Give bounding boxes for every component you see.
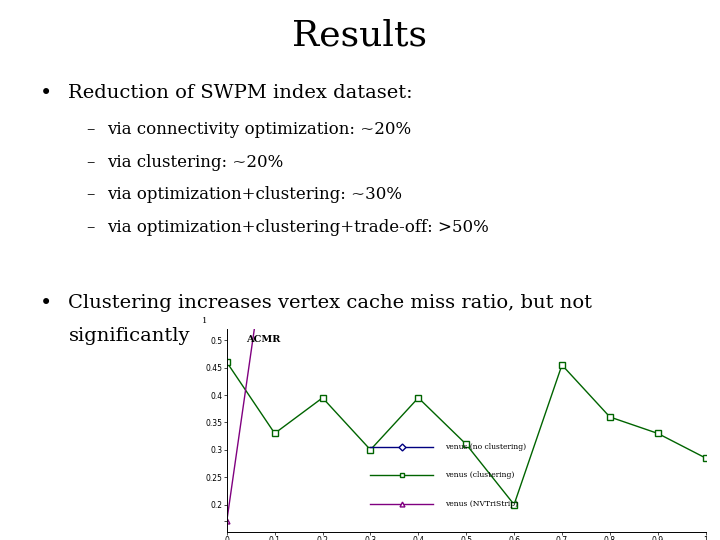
Text: Reduction of SWPM index dataset:: Reduction of SWPM index dataset:: [68, 84, 413, 102]
Text: –: –: [86, 154, 95, 171]
Text: –: –: [86, 122, 95, 138]
Text: via clustering: ~20%: via clustering: ~20%: [107, 154, 283, 171]
Text: Clustering increases vertex cache miss ratio, but not: Clustering increases vertex cache miss r…: [68, 294, 593, 312]
Text: ACMR: ACMR: [246, 335, 280, 345]
Text: Results: Results: [292, 19, 428, 53]
Text: via connectivity optimization: ~20%: via connectivity optimization: ~20%: [107, 122, 410, 138]
Text: via optimization+clustering+trade-off: >50%: via optimization+clustering+trade-off: >…: [107, 219, 488, 235]
Text: –: –: [86, 219, 95, 235]
Text: •: •: [40, 84, 52, 103]
Text: via optimization+clustering: ~30%: via optimization+clustering: ~30%: [107, 186, 402, 203]
Text: •: •: [40, 294, 52, 313]
Text: venus (no clustering): venus (no clustering): [445, 443, 526, 451]
Text: significantly: significantly: [68, 327, 190, 345]
Text: –: –: [86, 186, 95, 203]
Text: venus (NVTriStrip): venus (NVTriStrip): [445, 500, 518, 508]
Text: 1: 1: [202, 318, 207, 325]
Text: venus (clustering): venus (clustering): [445, 471, 514, 479]
